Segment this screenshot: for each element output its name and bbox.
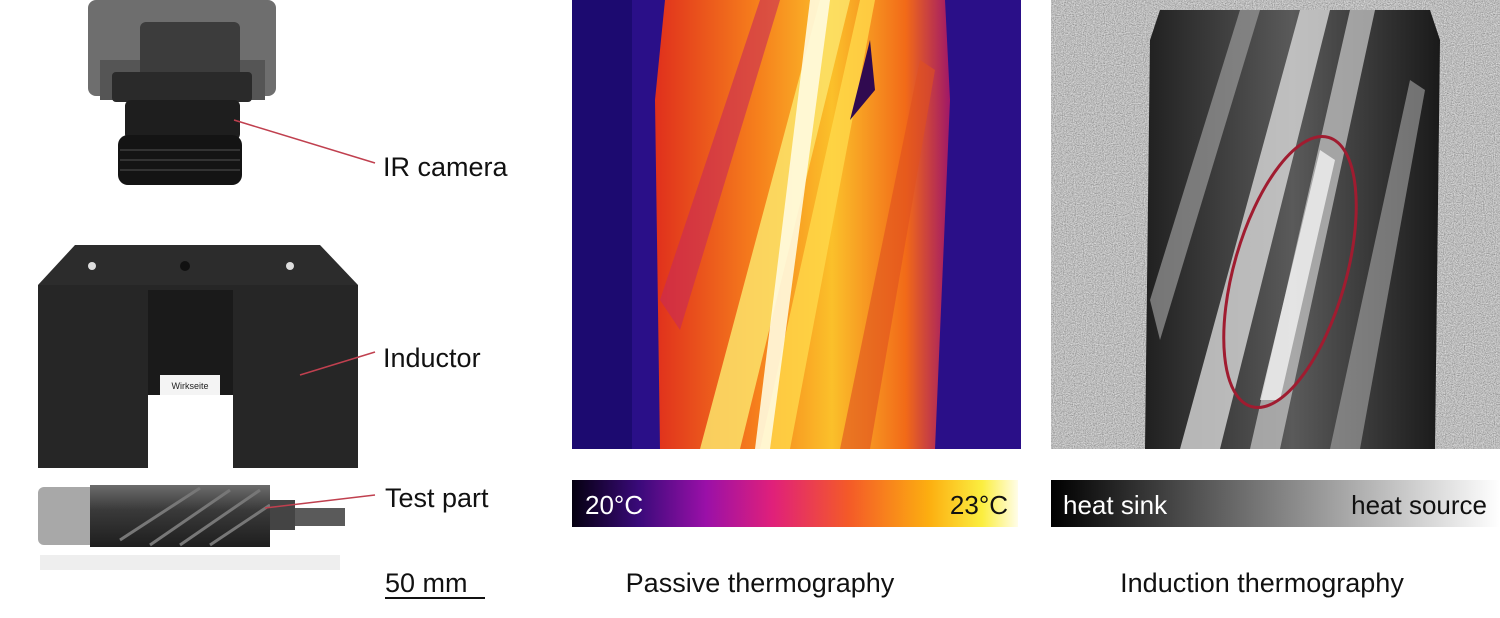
camera-photo — [88, 0, 276, 185]
induction-caption: Induction thermography — [1120, 568, 1404, 598]
inductor-tag: Wirkseite — [171, 381, 208, 391]
leader-line — [299, 351, 376, 376]
thermal-colorbar — [572, 480, 1018, 527]
camera-label: IR camera — [383, 152, 509, 182]
colorbar-max-label: heat source — [1351, 490, 1487, 520]
leader-line — [233, 119, 376, 164]
inductor-photo: Wirkseite — [38, 245, 358, 468]
inductor-label: Inductor — [383, 343, 481, 373]
colorbar-max-label: 23°C — [950, 490, 1008, 520]
scale-bar-label: 50 mm — [385, 568, 468, 598]
gray-colorbar — [1051, 480, 1500, 527]
passive-caption: Passive thermography — [626, 568, 895, 598]
colorbar-min-label: heat sink — [1063, 490, 1168, 520]
thermal-image — [572, 0, 1021, 449]
leader-line — [264, 494, 376, 509]
induction-image — [1051, 0, 1500, 449]
test-part-label: Test part — [385, 483, 489, 513]
colorbar-min-label: 20°C — [585, 490, 643, 520]
test-part-photo — [38, 485, 345, 570]
